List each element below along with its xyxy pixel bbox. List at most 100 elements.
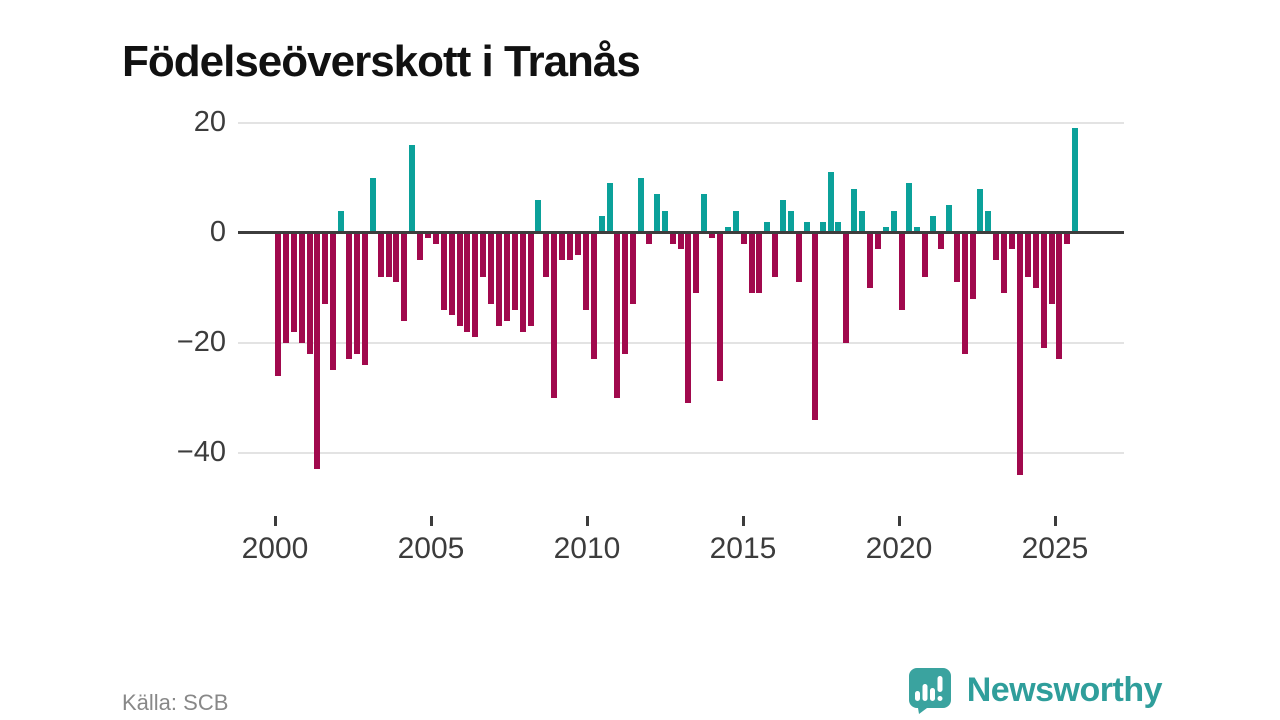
bar-negative	[795, 232, 802, 282]
bar-negative	[361, 232, 368, 365]
x-tick-label: 2000	[241, 532, 309, 565]
bar-chart-speech-bubble-icon	[908, 668, 951, 714]
gridline	[238, 121, 1124, 124]
bar-negative	[574, 232, 581, 255]
bar-negative	[432, 232, 439, 244]
bar-positive	[945, 205, 952, 233]
bar-positive	[606, 183, 613, 233]
bar-negative	[677, 232, 684, 249]
gridline	[238, 451, 1124, 454]
bar-negative	[377, 232, 384, 277]
bar-negative	[1056, 232, 1063, 359]
bar-positive	[732, 210, 739, 233]
bar-positive	[914, 227, 921, 233]
bar-positive	[882, 227, 889, 233]
bar-negative	[298, 232, 305, 343]
bar-positive	[851, 188, 858, 233]
bar-negative	[709, 232, 716, 238]
x-tick-label: 2020	[865, 532, 933, 565]
newsworthy-brand: Newsworthy	[905, 666, 1163, 714]
bar-positive	[985, 210, 992, 233]
bar-negative	[669, 232, 676, 244]
bar-positive	[338, 210, 345, 233]
brand-name: Newsworthy	[966, 670, 1163, 709]
bar-positive	[701, 194, 708, 233]
bar-negative	[464, 232, 471, 332]
bar-negative	[961, 232, 968, 354]
bar-positive	[835, 221, 842, 233]
bar-negative	[424, 232, 431, 238]
bar-negative	[543, 232, 550, 277]
bar-negative	[503, 232, 510, 321]
bar-positive	[409, 144, 416, 233]
bar-positive	[724, 227, 731, 233]
bar-negative	[511, 232, 518, 310]
bar-positive	[788, 210, 795, 233]
bar-negative	[314, 232, 321, 469]
bar-negative	[748, 232, 755, 293]
bar-positive	[930, 216, 937, 233]
bar-negative	[551, 232, 558, 398]
x-tick-mark	[273, 516, 277, 526]
bar-negative	[393, 232, 400, 282]
bar-negative	[353, 232, 360, 354]
bar-negative	[290, 232, 297, 332]
bar-negative	[306, 232, 313, 354]
bar-negative	[645, 232, 652, 244]
bar-positive	[369, 177, 376, 233]
bar-positive	[598, 216, 605, 233]
y-tick-label: −40	[176, 435, 226, 468]
bar-negative	[590, 232, 597, 359]
bar-negative	[582, 232, 589, 310]
gridline	[238, 341, 1124, 344]
bar-negative	[953, 232, 960, 282]
bar-positive	[764, 221, 771, 233]
bar-negative	[456, 232, 463, 326]
bar-negative	[559, 232, 566, 260]
bar-negative	[630, 232, 637, 304]
bar-negative	[693, 232, 700, 293]
page-title: Födelseöverskott i Tranås	[122, 37, 641, 87]
bar-negative	[1032, 232, 1039, 288]
bar-positive	[977, 188, 984, 233]
bar-negative	[993, 232, 1000, 260]
bar-negative	[322, 232, 329, 304]
bar-negative	[866, 232, 873, 288]
bar-negative	[717, 232, 723, 381]
bar-negative	[772, 232, 779, 277]
bar-negative	[448, 232, 455, 315]
bar-negative	[938, 232, 944, 249]
bar-negative	[756, 232, 763, 293]
y-tick-label: 0	[209, 215, 226, 248]
bar-negative	[1009, 232, 1016, 249]
bar-negative	[496, 232, 502, 326]
bar-negative	[843, 232, 850, 343]
bar-negative	[622, 232, 629, 354]
bar-positive	[859, 210, 866, 233]
x-tick-label: 2025	[1021, 532, 1089, 565]
y-tick-label: −20	[176, 325, 226, 358]
bar-negative	[440, 232, 447, 310]
bar-negative	[480, 232, 487, 277]
bar-positive	[661, 210, 668, 233]
bar-negative	[417, 232, 424, 260]
bar-positive	[906, 183, 913, 233]
bar-positive	[890, 210, 897, 233]
x-tick-mark	[429, 516, 433, 526]
bar-positive	[535, 199, 542, 233]
bar-negative	[922, 232, 929, 277]
x-tick-label: 2015	[709, 532, 777, 565]
x-tick-mark	[741, 516, 745, 526]
bar-negative	[898, 232, 905, 310]
x-axis-zero-line	[238, 231, 1124, 234]
bar-negative	[874, 232, 881, 249]
bar-negative	[969, 232, 976, 299]
bar-negative	[282, 232, 289, 343]
bar-negative	[346, 232, 353, 359]
bar-positive	[803, 221, 810, 233]
bar-negative	[275, 232, 281, 376]
bar-negative	[614, 232, 621, 398]
x-tick-mark	[585, 516, 589, 526]
bar-negative	[519, 232, 526, 332]
